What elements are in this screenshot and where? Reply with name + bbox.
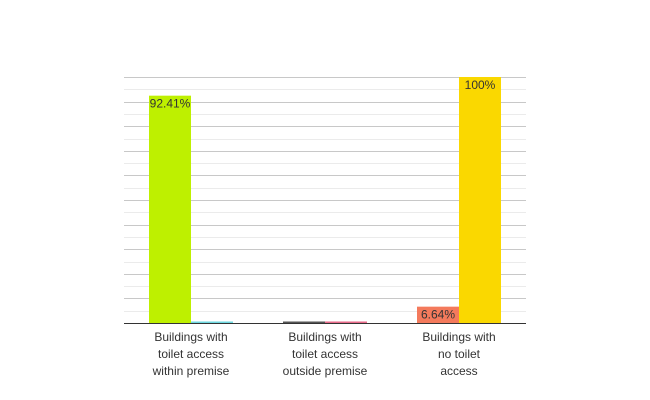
bars: 92.41% 6.64% 100%	[149, 77, 501, 323]
bar	[149, 95, 191, 323]
category-label: Buildings with toilet access within premis…	[152, 330, 230, 378]
bar-value-label: 6.64%	[421, 308, 455, 322]
bar	[325, 321, 367, 323]
bar	[283, 321, 325, 323]
category-label: Buildings with no toilet access	[422, 330, 495, 378]
category-labels: Buildings with toilet access within premis…	[152, 330, 496, 378]
bar	[417, 306, 459, 323]
bar	[191, 321, 233, 323]
bar	[459, 77, 501, 323]
bar-value-label: 100%	[465, 78, 496, 92]
category-label: Buildings with toilet access outside premi…	[283, 330, 368, 378]
bar-value-label: 92.41%	[150, 97, 191, 111]
